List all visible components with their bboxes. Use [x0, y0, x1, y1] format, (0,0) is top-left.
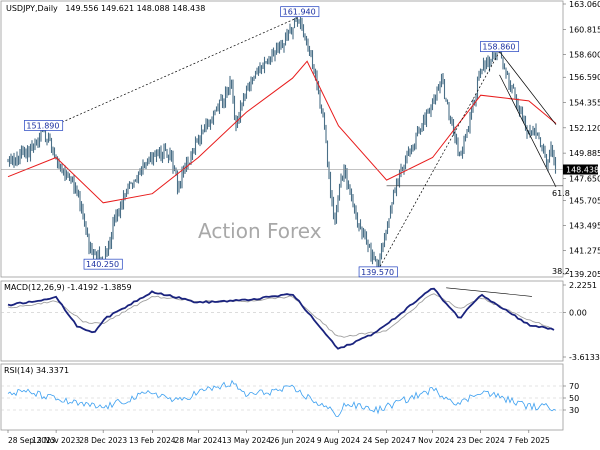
y-tick-label: 154.355 — [569, 99, 600, 108]
price-annotation-label: 139.570 — [361, 268, 394, 277]
macd-line — [7, 287, 555, 350]
fib-label: 61.8 — [552, 189, 570, 198]
trendline — [499, 74, 557, 188]
x-tick-label: 7 Feb 2025 — [508, 436, 550, 445]
ohlc-readout: 149.556 149.621 148.088 148.438 — [65, 4, 205, 13]
y-tick-label: 141.275 — [569, 247, 600, 256]
macd-y-tick-label: 0.00 — [569, 308, 587, 317]
rsi-line — [7, 379, 557, 418]
chart-header: USDJPY,Daily 149.556 149.621 148.088 148… — [6, 4, 205, 13]
watermark: Action Forex — [198, 219, 322, 243]
trendline — [499, 51, 557, 125]
fib-label: 38.2 — [552, 267, 570, 276]
rsi-panel — [0, 363, 564, 431]
price-annotation-box — [358, 266, 398, 278]
rsi-y-tick-label: 30 — [569, 406, 579, 415]
macd-panel — [0, 280, 564, 362]
last-price-tag — [563, 164, 598, 175]
x-tick-label: 28 Dec 2023 — [79, 436, 127, 445]
symbol-label: USDJPY,Daily — [6, 4, 58, 13]
x-tick-label: 7 Nov 2024 — [411, 436, 454, 445]
y-tick-label: 158.600 — [569, 50, 600, 59]
rsi-layer — [1, 379, 563, 418]
price-annotation-box — [480, 41, 520, 52]
macd-signal-line — [7, 293, 555, 338]
rsi-y-tick-label: 70 — [569, 382, 579, 391]
macd-y-tick-label: 2.2251 — [569, 281, 597, 290]
x-tick-label: 26 Jun 2024 — [270, 436, 315, 445]
price-annotation-label: 161.940 — [283, 8, 316, 17]
x-tick-label: 13 Nov 2023 — [32, 436, 80, 445]
x-tick-label: 13 Feb 2024 — [129, 436, 176, 445]
y-tick-label: 143.495 — [569, 221, 600, 230]
y-tick-label: 145.705 — [569, 196, 600, 205]
axis-layer: 163.060 160.815 158.600 156.590 154.355 152.1… — [7, 0, 600, 445]
macd-title: MACD(12,26,9) -1.4192 -1.3859 — [4, 283, 132, 292]
y-tick-label: 152.120 — [569, 124, 600, 133]
price-layer: 61.8 38.2 148.438 151.890 140.250 161.940 139.… — [1, 6, 599, 278]
macd-y-tick-label: -3.6133 — [569, 353, 600, 362]
rsi-title: RSI(14) 34.3371 — [4, 366, 69, 375]
x-tick-label: 9 Aug 2024 — [317, 436, 360, 445]
macd-layer — [1, 287, 563, 350]
price-annotation-box — [280, 6, 320, 18]
price-annotation-box — [24, 120, 64, 131]
rsi-y-tick-label: 50 — [569, 394, 579, 403]
y-tick-label: 147.650 — [569, 174, 600, 183]
y-tick-label: 139.205 — [569, 270, 600, 279]
x-tick-label: 28 Sep 2023 — [8, 436, 56, 445]
x-tick-label: 24 Sep 2024 — [363, 436, 411, 445]
y-tick-label: 163.060 — [569, 0, 600, 9]
price-annotation-label: 151.890 — [26, 121, 59, 130]
x-tick-label: 28 Mar 2024 — [175, 436, 223, 445]
y-tick-label: 160.815 — [569, 25, 600, 34]
trendline — [377, 51, 500, 271]
moving-average-line — [7, 60, 557, 204]
macd-divergence-line — [446, 287, 532, 297]
x-tick-label: 23 Dec 2024 — [457, 436, 505, 445]
x-tick-label: 13 May 2024 — [222, 436, 271, 445]
last-price-label: 148.438 — [566, 165, 599, 174]
price-annotation-box — [83, 258, 123, 270]
y-tick-label: 149.885 — [569, 149, 600, 158]
y-tick-label: 156.590 — [569, 73, 600, 82]
price-annotation-label: 140.250 — [86, 260, 119, 269]
price-annotation-label: 158.860 — [482, 43, 515, 52]
trendline — [43, 16, 300, 131]
